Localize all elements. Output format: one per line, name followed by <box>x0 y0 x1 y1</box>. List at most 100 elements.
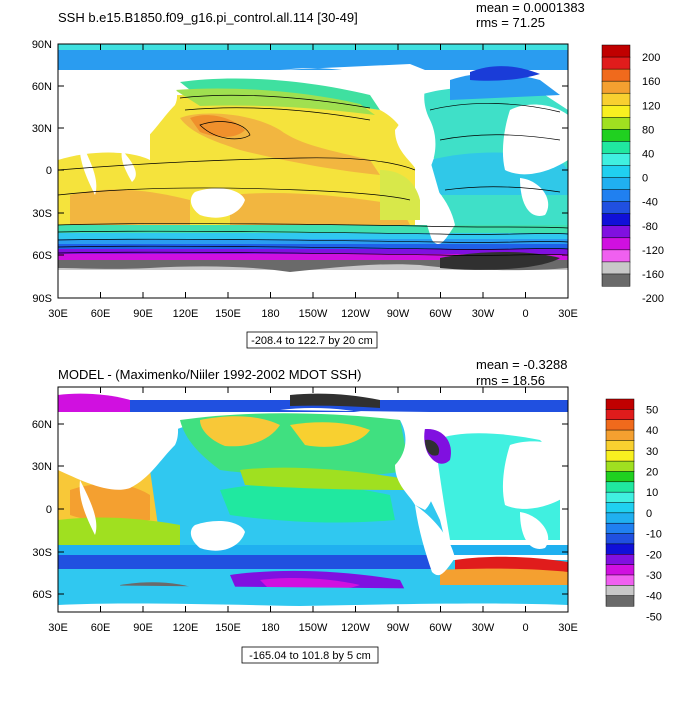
bot-colorbar-swatch <box>606 554 634 565</box>
ssh-colorbar <box>602 45 630 286</box>
diff-map <box>58 387 568 612</box>
ssh-map <box>58 44 568 298</box>
bot-colorbar-label: -50 <box>646 611 662 623</box>
bot-lat-label: 60S <box>32 589 52 601</box>
diff-mean-label: mean = -0.3288 <box>476 357 567 372</box>
top-colorbar-label: 80 <box>642 124 654 136</box>
top-colorbar-label: -40 <box>642 197 658 209</box>
top-lon-label: 120E <box>173 308 199 320</box>
top-colorbar-swatch <box>602 190 630 202</box>
bot-lon-label: 150W <box>299 622 328 634</box>
bot-lon-label: 120E <box>173 622 199 634</box>
top-lon-label: 150W <box>299 308 328 320</box>
bot-lat-label: 0 <box>46 504 52 516</box>
top-colorbar-swatch <box>602 166 630 178</box>
top-lat-label: 60S <box>32 250 52 262</box>
top-colorbar-swatch <box>602 214 630 226</box>
top-colorbar-swatch <box>602 141 630 153</box>
top-colorbar-label: -160 <box>642 269 664 281</box>
ssh-title: SSH b.e15.B1850.f09_g16.pi_control.all.1… <box>58 10 358 25</box>
ssh-lon-labels: 30E 60E 90E 120E 150E 180 150W 120W 90W 60W 30W 0 30… <box>48 308 578 320</box>
diff-range-label: -165.04 to 101.8 by 5 cm <box>249 650 371 662</box>
bot-colorbar-label: 50 <box>646 404 658 416</box>
diff-colorbar-labels: 50403020100-10-20-30-40-50 <box>646 404 662 623</box>
top-lat-label: 90N <box>32 39 52 51</box>
ssh-panel: SSH b.e15.B1850.f09_g16.pi_control.all.1… <box>32 0 664 348</box>
top-colorbar-label: 200 <box>642 52 660 64</box>
bot-colorbar-swatch <box>606 544 634 555</box>
bot-colorbar-swatch <box>606 440 634 451</box>
top-colorbar-swatch <box>602 57 630 69</box>
bot-colorbar-swatch <box>606 523 634 534</box>
top-colorbar-swatch <box>602 69 630 81</box>
top-lat-label: 0 <box>46 165 52 177</box>
top-colorbar-swatch <box>602 93 630 105</box>
diff-panel: MODEL - (Maximenko/Niiler 1992-2002 MDOT… <box>32 357 662 663</box>
top-lon-label: 90W <box>387 308 410 320</box>
bot-colorbar-swatch <box>606 503 634 514</box>
bot-colorbar-swatch <box>606 565 634 576</box>
bot-colorbar-swatch <box>606 420 634 431</box>
ssh-range-label: -208.4 to 122.7 by 20 cm <box>251 335 373 347</box>
bot-colorbar-label: -30 <box>646 570 662 582</box>
diff-lon-labels: 30E 60E 90E 120E 150E 180 150W 120W 90W 60W 30W 0 30… <box>48 622 578 634</box>
bot-colorbar-label: -20 <box>646 549 662 561</box>
top-lat-label: 30S <box>32 208 52 220</box>
top-colorbar-label: -80 <box>642 221 658 233</box>
top-lat-label: 90S <box>32 293 52 305</box>
top-lon-label: 30E <box>558 308 578 320</box>
bot-colorbar-label: 40 <box>646 425 658 437</box>
top-colorbar-swatch <box>602 129 630 141</box>
top-lon-label: 120W <box>341 308 370 320</box>
bot-colorbar-label: 0 <box>646 508 652 520</box>
bot-colorbar-label: 30 <box>646 446 658 458</box>
top-colorbar-swatch <box>602 178 630 190</box>
top-colorbar-swatch <box>602 274 630 286</box>
top-lon-label: 150E <box>215 308 241 320</box>
top-colorbar-swatch <box>602 226 630 238</box>
bot-colorbar-swatch <box>606 409 634 420</box>
top-colorbar-label: 120 <box>642 100 660 112</box>
bot-colorbar-swatch <box>606 492 634 503</box>
top-lon-label: 60E <box>91 308 111 320</box>
top-lon-label: 60W <box>429 308 452 320</box>
top-colorbar-swatch <box>602 250 630 262</box>
bot-lat-label: 30S <box>32 547 52 559</box>
bot-lon-label: 90E <box>133 622 153 634</box>
top-colorbar-label: -200 <box>642 293 664 305</box>
bot-colorbar-swatch <box>606 596 634 607</box>
top-lat-label: 60N <box>32 81 52 93</box>
bot-colorbar-swatch <box>606 585 634 596</box>
bot-lat-label: 30N <box>32 461 52 473</box>
bot-colorbar-swatch <box>606 575 634 586</box>
diff-title: MODEL - (Maximenko/Niiler 1992-2002 MDOT… <box>58 367 361 382</box>
bot-lon-label: 30E <box>48 622 68 634</box>
bot-colorbar-swatch <box>606 461 634 472</box>
top-colorbar-swatch <box>602 262 630 274</box>
top-lon-label: 90E <box>133 308 153 320</box>
diff-rms-label: rms = 18.56 <box>476 373 545 388</box>
ssh-range-box: -208.4 to 122.7 by 20 cm <box>247 332 377 348</box>
diff-range-box: -165.04 to 101.8 by 5 cm <box>242 647 378 663</box>
bot-lon-label: 60W <box>429 622 452 634</box>
bot-colorbar-swatch <box>606 482 634 493</box>
bot-colorbar-label: -10 <box>646 529 662 541</box>
bot-colorbar-swatch <box>606 513 634 524</box>
bot-colorbar-swatch <box>606 451 634 462</box>
bot-lon-label: 180 <box>261 622 279 634</box>
bot-lon-label: 0 <box>522 622 528 634</box>
bot-lon-label: 120W <box>341 622 370 634</box>
bot-lat-label: 60N <box>32 419 52 431</box>
top-colorbar-swatch <box>602 81 630 93</box>
diff-colorbar <box>606 399 634 606</box>
bot-colorbar-swatch <box>606 471 634 482</box>
top-lon-label: 180 <box>261 308 279 320</box>
top-colorbar-label: -120 <box>642 245 664 257</box>
top-colorbar-label: 40 <box>642 148 654 160</box>
top-colorbar-swatch <box>602 105 630 117</box>
top-lon-label: 30E <box>48 308 68 320</box>
bot-lon-label: 60E <box>91 622 111 634</box>
diff-lat-labels: 60N 30N 0 30S 60S <box>32 419 52 601</box>
top-lon-label: 0 <box>522 308 528 320</box>
